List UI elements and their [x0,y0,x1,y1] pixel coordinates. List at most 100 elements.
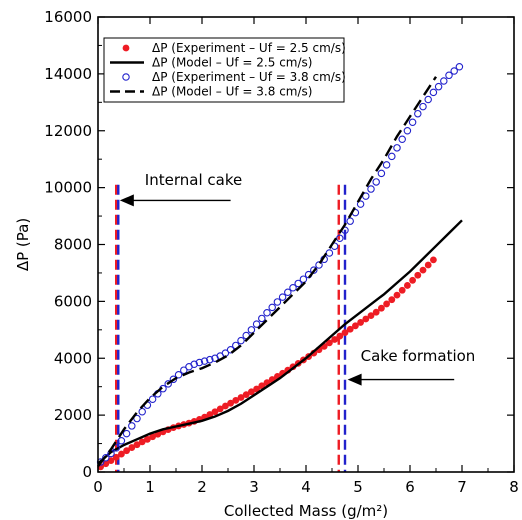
data-point [252,320,261,328]
data-point [216,405,224,413]
data-point [123,447,130,455]
annotation-arrow-head [347,373,362,386]
data-point [424,95,432,104]
data-point [248,388,255,396]
data-point [331,336,338,343]
data-point [284,288,292,297]
series-line [97,219,463,465]
data-point [128,444,136,451]
y-tick-label: 0 [82,463,92,481]
legend-label: ΔP (Model – Uf = 3.8 cm/s) [152,85,312,99]
data-point [403,127,412,135]
data-point [372,178,380,186]
data-point [227,399,235,407]
data-point [393,144,401,152]
data-point [299,275,308,283]
data-point [377,169,386,178]
y-tick-label: 10000 [44,179,92,197]
data-point [362,315,370,323]
data-point [118,450,125,458]
data-point [315,261,323,269]
data-point [253,385,260,393]
legend-symbol [122,73,130,81]
data-point [289,283,297,292]
data-point [382,161,391,169]
data-point [398,135,406,144]
series-layer [96,63,464,471]
y-tick-label: 16000 [44,8,92,26]
marker-lines [114,184,347,472]
data-point [294,279,302,288]
data-point [237,394,245,401]
data-point [206,355,214,364]
data-point [138,438,146,446]
data-point [336,332,344,340]
data-point [128,422,136,430]
legend-label: ΔP (Model – Uf = 2.5 cm/s) [152,56,312,70]
x-tick-label: 4 [301,478,311,496]
data-point [268,303,276,312]
data-point [206,411,214,418]
data-point [383,300,390,308]
data-point [352,322,359,330]
data-point [372,308,380,316]
data-point [242,391,250,399]
y-axis-title: ΔP (Pa) [14,218,32,271]
x-tick-label: 2 [197,478,207,496]
data-point [388,296,396,304]
x-tick-label: 3 [249,478,259,496]
data-point [278,293,287,301]
data-point [414,271,422,279]
data-point [356,200,365,208]
data-point [346,217,354,225]
legend: ΔP (Experiment – Uf = 2.5 cm/s)ΔP (Model… [103,37,346,103]
data-point [429,88,438,97]
legend-label: ΔP (Experiment – Uf = 2.5 cm/s) [152,41,346,55]
data-point [133,441,141,449]
data-point [440,77,448,85]
data-point [174,370,183,379]
x-tick-label: 8 [509,478,519,496]
data-point [258,382,266,390]
data-point [404,282,411,289]
y-tick-label: 14000 [44,65,92,83]
annotation-arrow-head [119,194,134,207]
data-point [263,308,271,317]
data-point [326,339,333,347]
data-point [341,329,349,337]
x-axis-title: Collected Mass (g/m²) [224,502,388,520]
annotations: Internal cake Cake formation [119,171,476,386]
data-point [169,375,178,384]
annotation-label: Cake formation [361,347,476,365]
data-point [424,261,432,269]
data-point [310,266,318,274]
y-tick-label: 6000 [54,292,92,310]
y-tick-label: 2000 [54,406,92,424]
data-point [419,102,427,111]
data-point [149,433,157,441]
data-point [450,67,458,75]
y-tick-label: 8000 [54,236,92,254]
data-point [367,312,375,319]
annotation-label: Internal cake [145,171,242,189]
data-point [164,380,172,388]
data-point [200,357,209,365]
data-point [190,360,198,368]
data-point [388,152,396,161]
data-point [378,304,385,312]
data-point [398,286,406,294]
data-point [148,395,157,403]
data-point [180,366,188,374]
data-point [138,407,146,416]
data-point [222,402,229,410]
data-point [455,63,464,71]
data-point [117,436,126,445]
data-point [346,325,354,333]
data-point [445,71,453,80]
series-line [97,76,438,468]
data-point [367,185,375,193]
data-point [211,408,219,416]
data-point [409,276,416,284]
x-tick-label: 7 [457,478,467,496]
